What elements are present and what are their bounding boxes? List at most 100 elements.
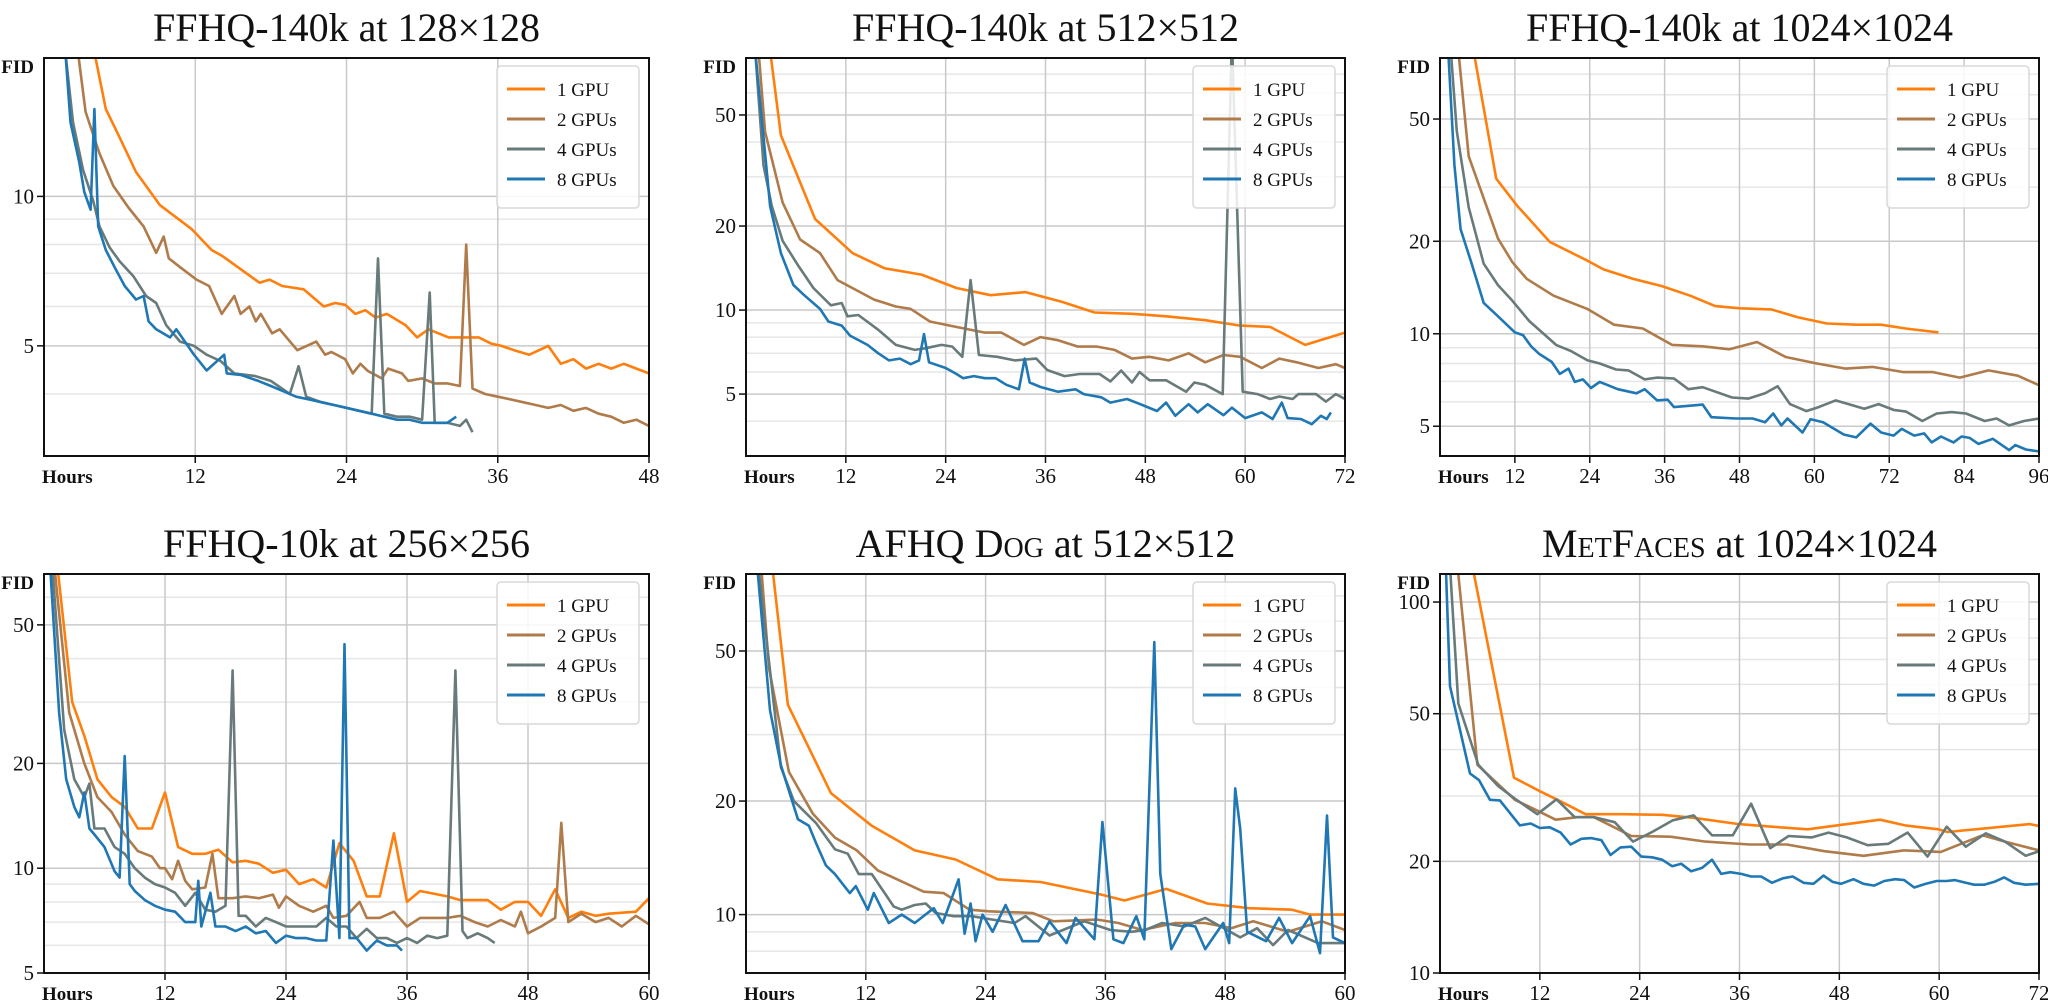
x-axis-label: Hours [42, 984, 93, 1005]
series-line-1-gpu [1473, 58, 1939, 334]
x-tick-label: 96 [2029, 464, 2048, 488]
chart-title-name: FFHQ-140k [1526, 5, 1722, 50]
chart-panel: FFHQ-140k at 512×512 5 10 20 50 12 24 36 48 60 72 F… [703, 5, 1355, 488]
legend-box [496, 65, 640, 209]
x-tick-label: 12 [1504, 464, 1525, 488]
x-tick-label: 48 [1215, 981, 1236, 1005]
legend: 1 GPU 2 GPUs 4 GPUs 8 GPUs [1192, 65, 1336, 209]
x-tick-label: 36 [487, 464, 508, 488]
chart-title: FFHQ-10k at 256×256 [163, 521, 530, 566]
x-tick-label: 48 [639, 464, 660, 488]
series-group [64, 58, 649, 433]
legend-label: 8 GPUs [557, 686, 617, 707]
x-axis-label: Hours [42, 467, 93, 488]
chart-title: AFHQ Dog at 512×512 [856, 521, 1236, 566]
x-tick-label: 12 [185, 464, 206, 488]
chart-panel: AFHQ Dog at 512×512 10 20 50 12 24 36 48 60 FID Ho… [703, 521, 1355, 1005]
y-tick-label: 20 [1409, 229, 1430, 253]
x-tick-label: 24 [975, 981, 997, 1005]
chart-title: FFHQ-140k at 1024×1024 [1526, 5, 1953, 50]
y-tick-label: 20 [1409, 849, 1430, 873]
x-tick-label: 72 [2029, 981, 2048, 1005]
series-line-4-gpus [51, 574, 496, 945]
y-tick-label: 5 [1420, 414, 1431, 438]
legend-box [1192, 65, 1336, 209]
y-tick-label: 10 [715, 903, 736, 927]
legend-label: 8 GPUs [1253, 686, 1313, 707]
series-line-8-gpus [754, 58, 1332, 426]
series-line-1-gpu [771, 574, 1345, 916]
chart-title-suffix: at 128×128 [349, 5, 540, 50]
x-tick-label: 84 [1954, 464, 1976, 488]
series-group [1444, 574, 2039, 889]
x-axis-label: Hours [1438, 984, 1489, 1005]
series-line-2-gpus [1456, 574, 2039, 858]
y-tick-label: 50 [1409, 107, 1430, 131]
x-tick-label: 12 [855, 981, 876, 1005]
y-tick-label: 5 [726, 382, 737, 406]
legend-label: 8 GPUs [1253, 170, 1313, 191]
chart-panel: FFHQ-140k at 1024×1024 5 10 20 50 12 24 36 48 60 7… [1397, 5, 2048, 488]
y-tick-label: 20 [13, 751, 34, 775]
chart-title-name: AFHQ Dog [856, 521, 1044, 566]
x-axis-label: Hours [1438, 467, 1489, 488]
chart-title-suffix: at 1024×1024 [1722, 5, 1953, 50]
y-tick-label: 10 [715, 298, 736, 322]
plot-frame [1439, 573, 2040, 974]
y-axis-label: FID [703, 573, 736, 594]
legend-label: 4 GPUs [557, 656, 617, 677]
legend-box [496, 581, 640, 725]
series-line-4-gpus [754, 58, 1345, 403]
x-tick-label: 60 [1929, 981, 1950, 1005]
legend-label: 4 GPUs [1947, 140, 2007, 161]
y-tick-label: 5 [24, 334, 35, 358]
chart-title-suffix: at 256×256 [339, 521, 530, 566]
x-tick-label: 36 [397, 981, 418, 1005]
x-tick-label: 24 [935, 464, 957, 488]
legend-label: 2 GPUs [1253, 626, 1313, 647]
series-group [756, 574, 1345, 955]
legend-label: 2 GPUs [1947, 626, 2007, 647]
legend: 1 GPU 2 GPUs 4 GPUs 8 GPUs [1886, 65, 2030, 209]
legend-label: 1 GPU [1947, 80, 2000, 101]
x-axis-label: Hours [744, 984, 795, 1005]
legend-label: 1 GPU [557, 596, 610, 617]
series-line-8-gpus [49, 574, 403, 952]
legend-label: 2 GPUs [1253, 110, 1313, 131]
series-line-2-gpus [77, 58, 649, 428]
legend-label: 1 GPU [1253, 80, 1306, 101]
x-tick-label: 12 [835, 464, 856, 488]
y-tick-label: 10 [13, 856, 34, 880]
y-tick-label: 5 [24, 961, 35, 985]
series-line-1-gpu [94, 58, 649, 375]
x-tick-label: 60 [1335, 981, 1356, 1005]
legend-label: 8 GPUs [1947, 686, 2007, 707]
legend: 1 GPU 2 GPUs 4 GPUs 8 GPUs [496, 65, 640, 209]
chart-title-suffix: at 512×512 [1044, 521, 1235, 566]
x-axis-label: Hours [744, 467, 795, 488]
y-tick-label: 50 [715, 639, 736, 663]
legend-label: 4 GPUs [1253, 656, 1313, 677]
series-line-2-gpus [757, 58, 1345, 370]
chart-title: FFHQ-140k at 512×512 [852, 5, 1239, 50]
legend-box [1886, 581, 2030, 725]
legend-label: 1 GPU [557, 80, 610, 101]
series-line-2-gpus [760, 574, 1345, 934]
y-tick-label: 20 [715, 789, 736, 813]
series-line-2-gpus [1457, 58, 2039, 387]
plot-frame [1439, 57, 2040, 457]
series-group [49, 574, 649, 952]
x-tick-label: 24 [276, 981, 298, 1005]
legend-label: 2 GPUs [557, 626, 617, 647]
series-line-8-gpus [1447, 58, 2039, 453]
legend-label: 2 GPUs [557, 110, 617, 131]
x-tick-label: 36 [1095, 981, 1116, 1005]
chart-title-name: FFHQ-10k [163, 521, 339, 566]
plot-frame [43, 573, 650, 974]
series-line-4-gpus [1450, 58, 2039, 427]
series-line-8-gpus [756, 574, 1345, 955]
x-tick-label: 24 [1629, 981, 1651, 1005]
legend-label: 1 GPU [1253, 596, 1306, 617]
legend-label: 4 GPUs [557, 140, 617, 161]
y-axis-label: FID [703, 57, 736, 78]
